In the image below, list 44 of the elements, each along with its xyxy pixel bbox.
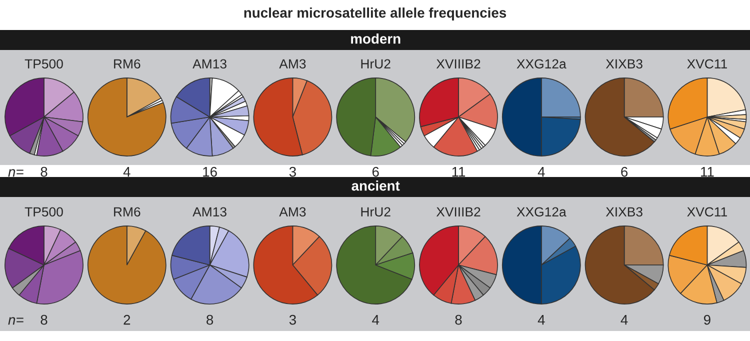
text: n= bbox=[8, 169, 24, 177]
text: 4 bbox=[538, 167, 545, 177]
text: 4 bbox=[620, 315, 628, 325]
chart-title: XVC11 bbox=[687, 59, 727, 69]
text: 2 bbox=[124, 314, 130, 325]
text: 8 bbox=[40, 314, 48, 325]
chart-title: HrU2 bbox=[361, 59, 390, 69]
text: 4 bbox=[372, 315, 380, 325]
text: 11 bbox=[701, 167, 714, 177]
chart-title: TP500 bbox=[24, 207, 63, 217]
pie-slice bbox=[336, 226, 412, 304]
chart-title: RM6 bbox=[114, 59, 140, 69]
chart-title: TP500 bbox=[24, 59, 63, 69]
text: n= bbox=[8, 317, 24, 325]
text: 3 bbox=[289, 314, 296, 325]
text: 6 bbox=[621, 166, 628, 177]
chart-title: RM6 bbox=[114, 207, 140, 217]
chart-title: AM13 bbox=[192, 59, 226, 69]
chart-title: XXG12a bbox=[516, 59, 566, 69]
text: 9 bbox=[704, 314, 710, 325]
text: 8 bbox=[206, 314, 214, 325]
chart-title: HrU2 bbox=[361, 207, 390, 217]
chart-subtitle: modern bbox=[351, 34, 400, 44]
chart-title: XVC11 bbox=[687, 207, 727, 217]
chart-title: AM3 bbox=[279, 59, 306, 69]
text: 4 bbox=[123, 167, 130, 177]
text: 16 bbox=[203, 166, 217, 177]
pie-slice bbox=[87, 226, 166, 304]
text: 4 bbox=[538, 315, 545, 325]
text: 6 bbox=[372, 166, 379, 177]
chart-title: XVIIIB2 bbox=[436, 59, 480, 68]
chart-title: XIXB3 bbox=[606, 207, 642, 217]
text: 8 bbox=[455, 314, 462, 325]
pie-slice bbox=[87, 78, 166, 156]
text: 8 bbox=[40, 166, 48, 177]
text: nuclear microsatellite allele frequencies bbox=[244, 8, 506, 20]
chart-title: XVIIIB2 bbox=[436, 207, 480, 216]
chart-title: XIXB3 bbox=[606, 59, 642, 69]
chart-subtitle: ancient bbox=[352, 180, 400, 191]
chart-title: XXG12a bbox=[516, 207, 566, 217]
text: 3 bbox=[289, 166, 296, 177]
text: 11 bbox=[452, 167, 466, 177]
chart-title: AM13 bbox=[192, 207, 226, 217]
chart-title: AM3 bbox=[279, 207, 306, 217]
